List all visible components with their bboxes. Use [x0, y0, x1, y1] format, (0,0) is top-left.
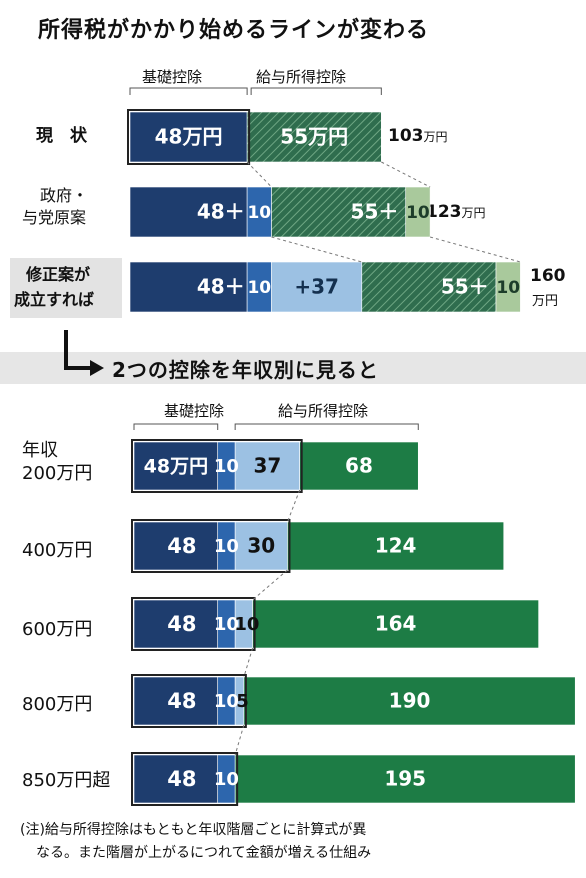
bottom-basic-outline-1 [131, 519, 291, 573]
row-label-revised-bg [10, 258, 122, 318]
bottom-bar-2-salary [252, 599, 539, 649]
bottom-header-basic: 基礎控除 [164, 402, 225, 420]
row-label-revised-line1: 修正案が [26, 265, 91, 284]
top-bar-2-revision [271, 261, 363, 313]
row-label-400: 400万円 [22, 540, 93, 561]
total-revised-unit: 万円 [532, 294, 559, 309]
row-label-600: 600万円 [22, 619, 93, 640]
top-label-2-basic-add: 10 [247, 278, 271, 298]
bottom-label-3-basic: 48 [167, 689, 196, 713]
bracket-salary-top [250, 87, 382, 95]
total-gov: 123万円 [426, 202, 486, 222]
bottom-bar-0-revision [234, 441, 300, 491]
top-bar-2-basic [129, 261, 248, 313]
page-title: 所得税がかかり始めるラインが変わる [38, 18, 430, 43]
top-bar-1-salary-add [405, 186, 431, 238]
top-bar-2-salary [361, 261, 497, 313]
section-arrow-head [90, 360, 104, 376]
bottom-basic-outline-2 [131, 597, 256, 651]
bottom-bar-1-basic [133, 521, 219, 571]
bottom-bar-4-salary [234, 754, 576, 804]
note-line1: (注)給与所得控除はもともと年収階層ごとに計算式が異 [20, 822, 367, 838]
bottom-label-1-revision: 30 [247, 534, 275, 558]
bottom-label-0-basic-add: 10 [214, 456, 239, 477]
top-connector-2 [381, 161, 431, 188]
bottom-bar-1-revision [234, 521, 288, 571]
top-connector-4 [429, 236, 521, 263]
top-label-1-salary: 55＋ [351, 200, 399, 224]
row-label-gov-line2: 与党原案 [22, 208, 87, 227]
top-bar-2-salary-add [495, 261, 521, 313]
row-label-800: 800万円 [22, 694, 93, 715]
bottom-bar-4-basic [133, 754, 219, 804]
top-basic-outline [127, 109, 251, 165]
top-bar-1-basic [129, 186, 248, 238]
top-label-1-basic: 48＋ [197, 200, 245, 224]
bracket-basic-bottom [133, 423, 219, 430]
bottom-bar-0-salary [299, 441, 419, 491]
top-label-2-basic: 48＋ [197, 275, 245, 299]
row-label-850: 850万円超 [22, 770, 111, 791]
bottom-label-0-revision: 37 [253, 454, 281, 478]
top-label-2-salary-add: 10 [496, 278, 520, 298]
bottom-label-4-basic: 48 [167, 767, 196, 791]
row-label-gov-line1: 政府・ [40, 186, 89, 205]
bottom-label-2-basic: 48 [167, 612, 196, 636]
bottom-basic-outline-0 [131, 439, 303, 493]
bracket-basic-top [129, 87, 248, 95]
row-label-revised-line2: 成立すれば [14, 290, 95, 309]
top-label-1-salary-add: 10 [406, 203, 430, 223]
top-bar-0-salary [246, 111, 382, 163]
note-line2: なる。また階層が上がるにつれて金額が増える仕組み [36, 845, 372, 861]
bottom-connector-1 [287, 489, 301, 523]
bottom-connector-3 [243, 647, 254, 678]
bottom-label-2-basic-add: 10 [214, 614, 239, 635]
bottom-title: 2つの控除を年収別に見ると [112, 358, 379, 382]
top-bar-1-basic-add [246, 186, 272, 238]
row-label-200: 200万円 [22, 463, 93, 484]
bottom-label-2-salary: 164 [375, 612, 417, 636]
row-label-current: 現 状 [36, 126, 87, 146]
bracket-salary-bottom [234, 423, 419, 430]
bottom-label-4-basic-add: 10 [214, 769, 239, 790]
top-header-basic: 基礎控除 [142, 68, 203, 86]
bottom-header-salary: 給与所得控除 [278, 402, 369, 420]
bottom-connector-4 [234, 724, 245, 756]
bottom-label-1-basic: 48 [167, 534, 196, 558]
section-arrow-line [64, 330, 92, 370]
bottom-label-1-salary: 124 [375, 534, 417, 558]
bottom-label-1-basic-add: 10 [214, 536, 239, 557]
bottom-label-3-revision: 5 [236, 691, 249, 712]
bottom-label-3-basic-add: 10 [214, 691, 239, 712]
top-label-0-basic: 48万円 [155, 125, 223, 149]
bottom-bar-3-salary [243, 676, 576, 726]
total-current: 103万円 [388, 126, 448, 146]
top-connector-1 [246, 161, 272, 188]
bottom-basic-outline-3 [131, 674, 247, 728]
bottom-basic-outline-4 [131, 752, 239, 806]
top-label-2-salary: 55＋ [441, 275, 489, 299]
total-revised-num: 160 [530, 266, 566, 286]
bottom-label-0-salary: 68 [345, 454, 373, 478]
bottom-label-3-salary: 190 [389, 689, 431, 713]
top-bar-0-basic [129, 111, 248, 163]
bottom-label-2-revision: 10 [234, 614, 259, 635]
bottom-bar-1-salary [287, 521, 505, 571]
top-label-0-salary: 55万円 [280, 125, 348, 149]
bottom-label-0-basic: 48万円 [144, 456, 208, 478]
top-bar-1-salary [271, 186, 407, 238]
top-connector-3 [271, 236, 362, 263]
income-header: 年収 [22, 440, 58, 461]
top-header-salary: 給与所得控除 [256, 68, 347, 86]
top-label-1-basic-add: 10 [247, 203, 271, 223]
top-label-2-revision: +37 [294, 275, 339, 299]
bottom-bar-2-basic [133, 599, 219, 649]
bottom-connector-2 [252, 569, 288, 601]
bottom-label-4-salary: 195 [384, 767, 426, 791]
bottom-bar-3-basic [133, 676, 219, 726]
bottom-bar-0-basic [133, 441, 219, 491]
